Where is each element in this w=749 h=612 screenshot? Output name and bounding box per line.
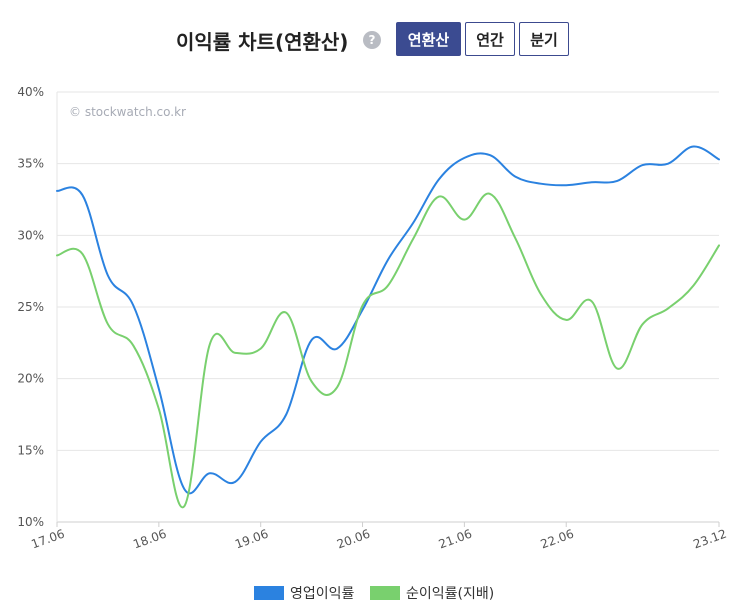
- legend: 영업이익률 순이익률(지배): [0, 582, 749, 604]
- data-point: [487, 153, 492, 158]
- x-axis-ticks: 17.06 18.06 19.06 20.06 21.06 22.06 23.12: [29, 522, 728, 551]
- data-point: [513, 236, 518, 241]
- data-point: [131, 303, 136, 308]
- data-point: [55, 188, 60, 193]
- data-point: [156, 386, 161, 391]
- data-point: [309, 379, 314, 384]
- data-point: [538, 181, 543, 186]
- data-point: [691, 144, 696, 149]
- y-tick-label: 10%: [17, 515, 44, 529]
- y-tick-label: 35%: [17, 157, 44, 171]
- data-point: [258, 439, 263, 444]
- series-line-1: [56, 145, 720, 495]
- data-point: [335, 346, 340, 351]
- data-point: [487, 191, 492, 196]
- data-point: [411, 220, 416, 225]
- data-point: [386, 257, 391, 262]
- data-point: [105, 273, 110, 278]
- x-tick-label: 17.06: [29, 527, 66, 552]
- y-tick-label: 15%: [17, 443, 44, 457]
- tab-annualized[interactable]: 연환산: [396, 22, 461, 56]
- x-tick-label: 23.12: [691, 527, 728, 552]
- data-point: [666, 306, 671, 311]
- data-point: [233, 350, 238, 355]
- data-point: [207, 471, 212, 476]
- legend-swatch: [370, 586, 400, 600]
- data-point: [284, 310, 289, 315]
- data-point: [335, 385, 340, 390]
- data-point: [258, 346, 263, 351]
- legend-swatch: [254, 586, 284, 600]
- data-point: [436, 194, 441, 199]
- data-point: [360, 303, 365, 308]
- x-tick-label: 21.06: [437, 527, 474, 552]
- data-point: [589, 299, 594, 304]
- y-tick-label: 40%: [17, 85, 44, 99]
- data-point: [309, 337, 314, 342]
- y-tick-label: 25%: [17, 300, 44, 314]
- y-tick-label: 20%: [17, 372, 44, 386]
- data-point: [589, 180, 594, 185]
- y-tick-label: 30%: [17, 228, 44, 242]
- x-tick-label: 19.06: [233, 527, 270, 552]
- data-point: [233, 479, 238, 484]
- data-point: [640, 322, 645, 327]
- data-point: [615, 366, 620, 371]
- data-point: [207, 342, 212, 347]
- legend-item-operating-margin[interactable]: 영업이익률: [254, 582, 354, 604]
- data-point: [462, 217, 467, 222]
- data-point: [717, 243, 722, 248]
- data-point: [182, 487, 187, 492]
- legend-label: 영업이익률: [290, 586, 355, 602]
- data-point: [386, 283, 391, 288]
- x-tick-label: 22.06: [539, 527, 576, 552]
- data-point: [436, 177, 441, 182]
- data-point: [284, 412, 289, 417]
- watermark: © stockwatch.co.kr: [69, 105, 186, 119]
- data-point: [564, 183, 569, 188]
- chart-header: 이익률 차트(연환산) ? 연환산 연간 분기: [0, 20, 749, 62]
- data-point: [182, 504, 187, 509]
- data-point: [640, 163, 645, 168]
- legend-item-net-margin[interactable]: 순이익률(지배): [370, 582, 494, 604]
- grid-lines: [56, 91, 719, 523]
- data-point: [615, 178, 620, 183]
- tab-quarterly[interactable]: 분기: [519, 22, 569, 56]
- tab-annual[interactable]: 연간: [465, 22, 515, 56]
- data-point: [411, 236, 416, 241]
- data-point: [105, 322, 110, 327]
- chart-title: 이익률 차트(연환산): [176, 30, 349, 54]
- data-point: [80, 193, 85, 198]
- x-tick-label: 20.06: [335, 527, 372, 552]
- y-axis-ticks: 40% 35% 30% 25% 20% 15% 10%: [17, 85, 44, 529]
- data-point: [513, 174, 518, 179]
- data-point: [462, 155, 467, 160]
- data-point: [717, 157, 722, 162]
- series-lines: [55, 144, 722, 509]
- data-point: [55, 253, 60, 258]
- data-point: [538, 292, 543, 297]
- help-icon[interactable]: ?: [363, 31, 381, 49]
- data-point: [691, 283, 696, 288]
- data-point: [131, 343, 136, 348]
- data-point: [80, 251, 85, 256]
- x-tick-label: 18.06: [131, 527, 168, 552]
- series-line-2: [56, 192, 720, 509]
- data-point: [156, 406, 161, 411]
- data-point: [564, 317, 569, 322]
- data-point: [666, 161, 671, 166]
- legend-label: 순이익률(지배): [406, 586, 495, 602]
